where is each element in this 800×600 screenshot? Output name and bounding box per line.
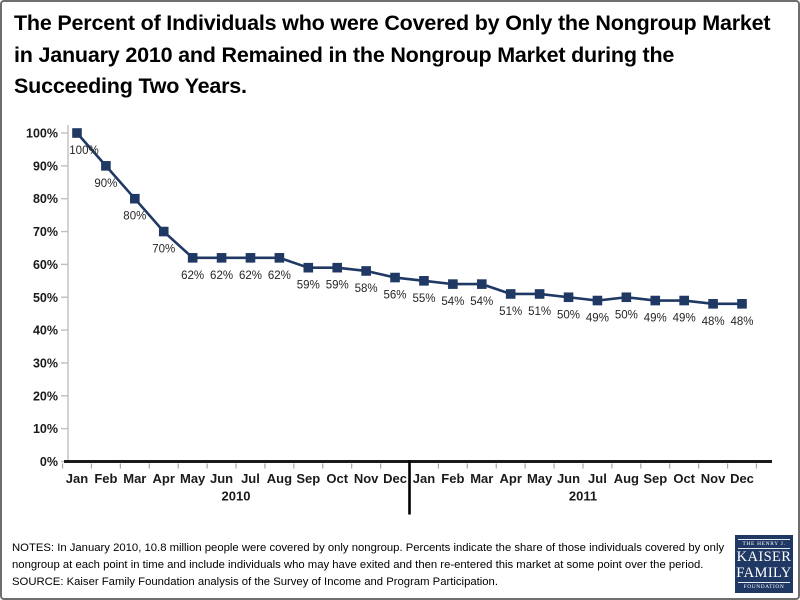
notes-text: NOTES: In January 2010, 10.8 million peo… [12,542,725,571]
logo-line-kaiser: KAISER [736,549,792,566]
data-point-marker [621,292,632,303]
data-point-label: 56% [384,290,407,302]
x-axis-month-label: Feb [94,471,117,486]
x-axis-month-label: Jan [66,471,88,486]
data-point-marker [534,289,545,299]
data-point-marker [101,161,111,171]
x-axis-year-label: 2010 [222,489,251,504]
data-point-label: 50% [557,309,580,321]
data-point-label: 100% [69,145,98,157]
data-point-marker [390,272,400,283]
x-axis-month-label: Aug [267,471,292,486]
x-axis-month-label: Jun [557,471,580,486]
data-point-label: 49% [644,313,667,325]
y-axis-tick-label: 60% [33,258,58,272]
x-axis-year-label: 2011 [569,489,597,504]
x-axis-month-label: Apr [153,471,175,486]
x-axis-month-label: Jan [413,471,435,486]
logo-line-foundation: FOUNDATION [738,582,790,590]
x-axis-month-label: Sep [643,471,667,486]
y-axis-tick-label: 70% [33,225,58,239]
data-point-label: 51% [528,306,551,318]
x-axis-month-label: Oct [326,471,348,486]
x-axis-month-label: May [527,471,553,486]
chart-title: The Percent of Individuals who were Cove… [14,11,771,99]
data-point-label: 59% [297,280,320,292]
x-axis-month-label: Aug [614,471,639,486]
data-point-marker [737,299,747,309]
data-point-marker [476,279,487,289]
y-axis-tick-label: 40% [33,324,58,338]
x-axis-month-label: Sep [296,471,320,486]
logo-line-henry: THE HENRY J. [738,539,790,550]
data-point-marker [130,193,140,204]
data-point-label: 50% [615,309,638,321]
x-axis-month-label: Jul [588,471,607,486]
data-point-label: 54% [441,296,464,308]
data-point-marker [448,279,458,289]
y-axis-tick-label: 30% [33,356,58,370]
x-axis-month-label: Nov [354,471,379,486]
x-axis-month-label: Oct [673,471,695,486]
data-point-label: 49% [673,313,696,325]
x-axis-month-label: Mar [470,471,493,486]
x-axis-month-label: Jul [241,471,260,486]
data-point-label: 62% [239,270,262,282]
data-point-marker [708,299,718,309]
notes-block: NOTES: In January 2010, 10.8 million peo… [12,540,726,591]
data-point-label: 62% [268,270,291,282]
y-axis-tick-label: 50% [33,291,58,305]
x-axis-month-label: Apr [500,471,522,486]
x-axis-month-label: Dec [383,471,407,486]
x-axis-month-label: Dec [730,471,754,486]
x-axis-month-label: Mar [123,471,146,486]
data-point-marker [361,266,371,276]
data-point-marker [72,128,82,138]
data-point-label: 48% [702,316,725,328]
data-point-label: 90% [94,178,117,190]
data-point-marker [216,253,227,263]
data-point-label: 62% [210,270,233,282]
data-point-label: 51% [499,306,522,318]
data-point-marker [245,253,256,263]
data-point-label: 80% [123,211,146,223]
data-point-marker [274,253,285,263]
x-axis-month-label: Feb [441,471,464,486]
data-point-marker [332,262,343,273]
y-axis-tick-label: 90% [33,159,58,173]
line-chart-canvas: 0% 10% 20% 30% 40% 50% 60% 70% 80% 90% 100% Jan Feb M… [26,125,772,515]
x-axis-month-label: May [180,471,206,486]
data-point-marker [303,262,314,273]
series-line [76,132,742,306]
data-point-marker [187,253,198,263]
data-point-marker [419,276,429,286]
y-axis-tick-label: 100% [26,127,58,141]
data-point-marker [650,295,661,306]
y-axis-tick-label: 20% [33,389,58,403]
data-point-label: 58% [355,283,378,295]
data-point-label: 59% [326,280,349,292]
y-axis-tick-label: 10% [33,422,58,436]
y-axis-tick-label: 80% [33,192,58,206]
data-point-label: 70% [152,244,175,256]
data-point-label: 48% [730,316,753,328]
data-point-label: 49% [586,313,609,325]
data-point-marker [563,292,574,303]
data-point-marker [679,295,689,306]
y-axis-tick-label: 0% [40,455,58,469]
logo-line-family: FAMILY [736,565,792,582]
data-point-marker [505,289,516,299]
source-text: SOURCE: Kaiser Family Foundation analysi… [12,575,498,588]
kaiser-family-foundation-logo: THE HENRY J. KAISER FAMILY FOUNDATION [735,535,793,593]
x-axis-month-label: Jun [210,471,233,486]
data-point-marker [158,226,169,237]
x-axis-month-label: Nov [701,471,726,486]
data-point-label: 54% [470,296,493,308]
data-point-label: 62% [181,270,204,282]
data-point-marker [592,295,603,306]
data-point-label: 55% [412,293,435,305]
